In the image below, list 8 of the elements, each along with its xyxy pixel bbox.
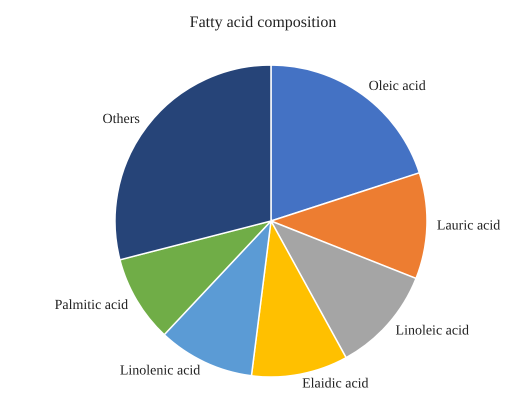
slice-label: Elaidic acid [302, 376, 369, 392]
slice-label: Lauric acid [436, 218, 500, 234]
slice-label: Linolenic acid [120, 364, 200, 379]
slice-label: Others [102, 112, 140, 127]
chart-title: Fatty acid composition [188, 14, 338, 32]
slice-label: Linoleic acid [396, 323, 469, 338]
slice-label: Palmitic acid [54, 298, 128, 313]
slice-label: Oleic acid [368, 79, 426, 94]
